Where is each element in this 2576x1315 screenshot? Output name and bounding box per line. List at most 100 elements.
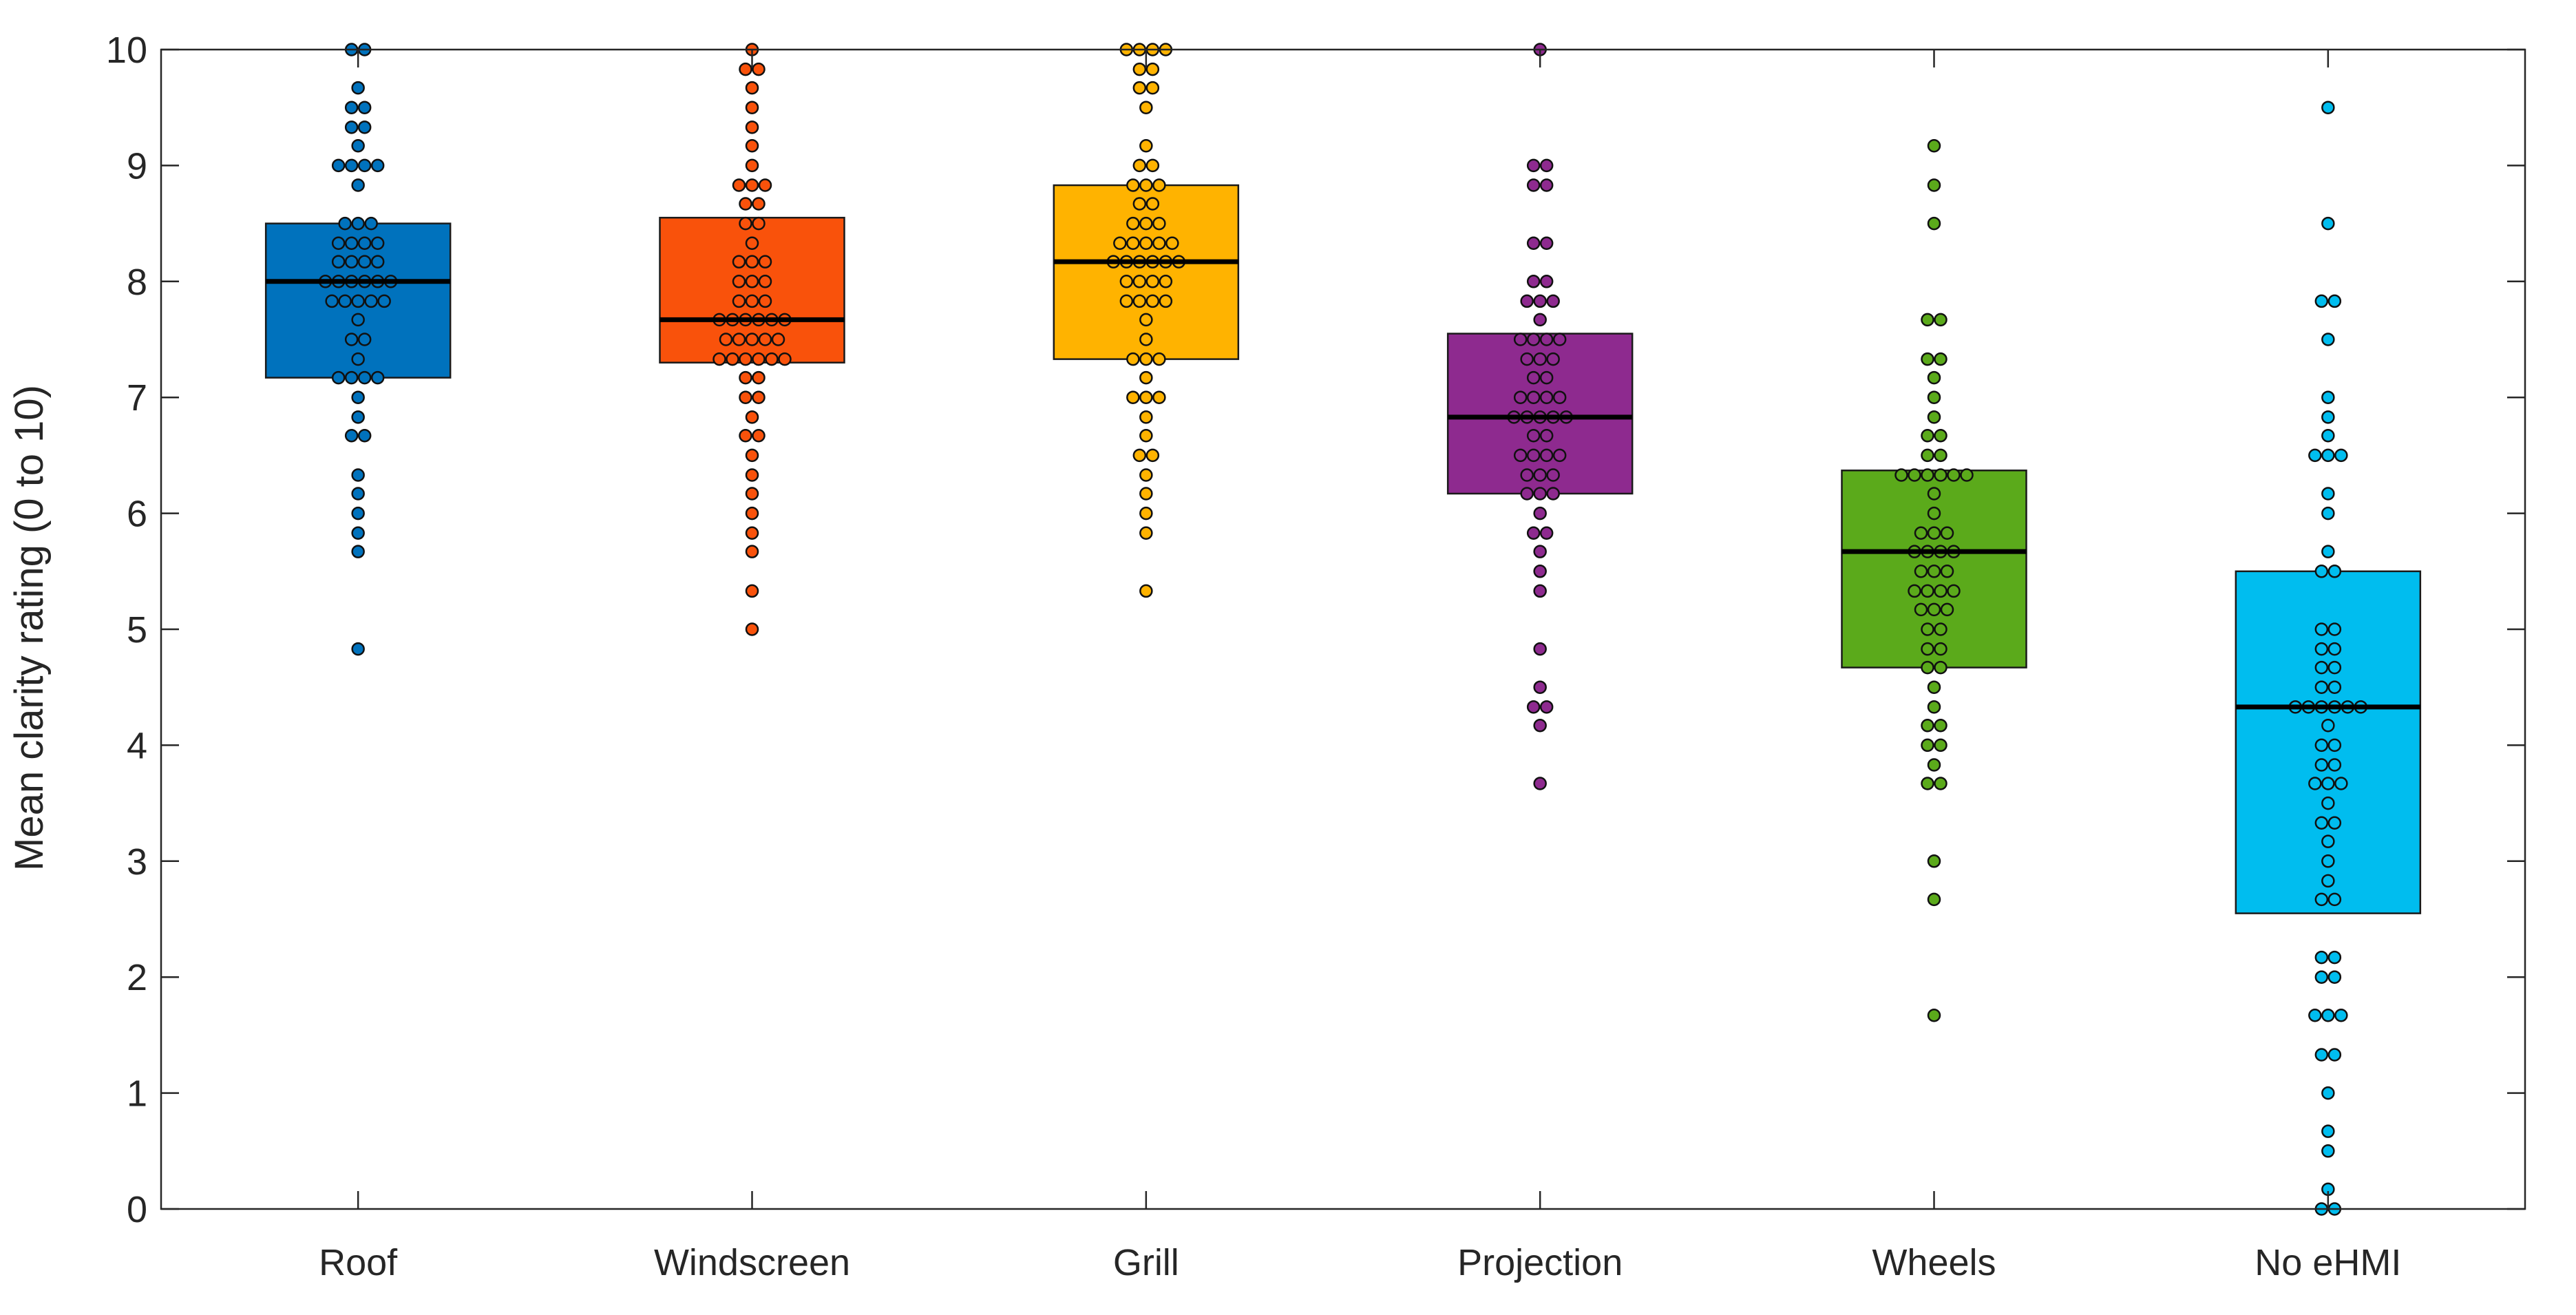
point-no-ehmi: [2327, 660, 2342, 675]
point-windscreen: [778, 352, 792, 366]
point-no-ehmi: [2321, 101, 2335, 114]
point-roof: [331, 370, 346, 385]
point-windscreen: [745, 410, 759, 424]
y-tick-label: 0: [127, 1189, 147, 1230]
point-windscreen: [745, 294, 759, 308]
point-projection: [1526, 370, 1541, 385]
point-no-ehmi: [2321, 854, 2335, 868]
point-grill: [1146, 294, 1160, 308]
point-wheels: [1927, 370, 1941, 385]
point-windscreen: [739, 429, 752, 443]
point-wheels: [1921, 622, 1934, 636]
point-projection: [1533, 468, 1547, 482]
point-wheels: [1927, 700, 1941, 714]
point-projection: [1520, 468, 1534, 482]
x-tick-label: Wheels: [1872, 1242, 1996, 1283]
point-projection: [1533, 487, 1547, 501]
point-no-ehmi: [2327, 680, 2342, 694]
point-wheels: [1921, 660, 1934, 675]
point-roof: [357, 370, 372, 385]
point-grill: [1139, 178, 1153, 192]
point-roof: [351, 487, 365, 501]
point-windscreen: [745, 275, 759, 288]
point-roof: [357, 429, 372, 443]
y-tick-label: 9: [127, 145, 147, 187]
y-tick-label: 4: [127, 725, 147, 766]
point-grill: [1139, 333, 1153, 346]
point-windscreen: [752, 216, 766, 231]
point-no-ehmi: [2327, 950, 2342, 965]
point-roof: [351, 294, 365, 308]
point-wheels: [1934, 738, 1947, 753]
point-wheels: [1934, 468, 1947, 482]
point-windscreen: [712, 352, 726, 366]
point-wheels: [1934, 777, 1947, 790]
point-windscreen: [758, 275, 772, 288]
point-windscreen: [765, 352, 779, 366]
point-grill: [1159, 294, 1173, 308]
point-windscreen: [739, 390, 752, 404]
point-no-ehmi: [2321, 429, 2335, 443]
point-roof: [344, 158, 359, 173]
point-grill: [1139, 526, 1153, 540]
point-roof: [351, 216, 365, 231]
axes-layer: 0 1 2 3 4 5 6 7 8 9 10 Roof Windscreen Grill Projectio…: [106, 30, 2526, 1283]
point-grill: [1126, 236, 1140, 250]
point-no-ehmi: [2327, 1048, 2342, 1062]
point-grill: [1152, 216, 1166, 231]
point-projection: [1533, 680, 1547, 694]
point-no-ehmi: [2327, 642, 2342, 656]
point-projection: [1526, 526, 1541, 540]
point-windscreen: [739, 352, 752, 366]
point-no-ehmi: [2321, 545, 2335, 558]
point-grill: [1159, 275, 1173, 288]
point-projection: [1533, 584, 1547, 598]
point-grill: [1139, 506, 1153, 520]
y-tick-label: 10: [106, 30, 147, 71]
point-grill: [1139, 139, 1153, 153]
point-windscreen: [758, 333, 772, 346]
point-no-ehmi: [2314, 758, 2329, 772]
point-projection: [1546, 468, 1560, 482]
point-wheels: [1934, 448, 1947, 463]
point-roof: [357, 158, 372, 173]
point-roof: [344, 429, 359, 443]
point-wheels: [1940, 565, 1954, 578]
point-no-ehmi: [2314, 816, 2329, 830]
point-wheels: [1921, 719, 1934, 733]
point-windscreen: [719, 333, 733, 346]
point-wheels: [1927, 1009, 1941, 1022]
point-no-ehmi: [2321, 448, 2335, 463]
point-wheels: [1921, 738, 1934, 753]
point-wheels: [1927, 410, 1941, 424]
point-roof: [351, 468, 365, 482]
point-roof: [331, 255, 346, 269]
point-projection: [1533, 719, 1547, 733]
point-no-ehmi: [2314, 738, 2329, 753]
point-wheels: [1921, 468, 1934, 482]
point-wheels: [1921, 352, 1934, 366]
point-wheels: [1927, 602, 1941, 617]
x-tick-label: No eHMI: [2255, 1242, 2401, 1283]
point-wheels: [1927, 178, 1941, 192]
point-no-ehmi: [2321, 834, 2335, 848]
point-no-ehmi: [2321, 874, 2335, 888]
point-roof: [357, 333, 372, 346]
point-roof: [351, 545, 365, 558]
point-projection: [1526, 275, 1541, 288]
x-tick-label: Roof: [319, 1242, 398, 1283]
point-grill: [1146, 275, 1160, 288]
point-grill: [1126, 178, 1140, 192]
point-roof: [351, 506, 365, 520]
point-no-ehmi: [2314, 892, 2329, 907]
point-windscreen: [771, 333, 785, 346]
y-tick-label: 1: [127, 1073, 147, 1115]
point-wheels: [1927, 680, 1941, 694]
point-roof: [357, 255, 372, 269]
point-windscreen: [739, 370, 752, 385]
medians-layer: [266, 259, 2420, 710]
point-no-ehmi: [2327, 738, 2342, 753]
point-projection: [1539, 700, 1554, 714]
point-projection: [1546, 294, 1560, 308]
point-wheels: [1934, 660, 1947, 675]
